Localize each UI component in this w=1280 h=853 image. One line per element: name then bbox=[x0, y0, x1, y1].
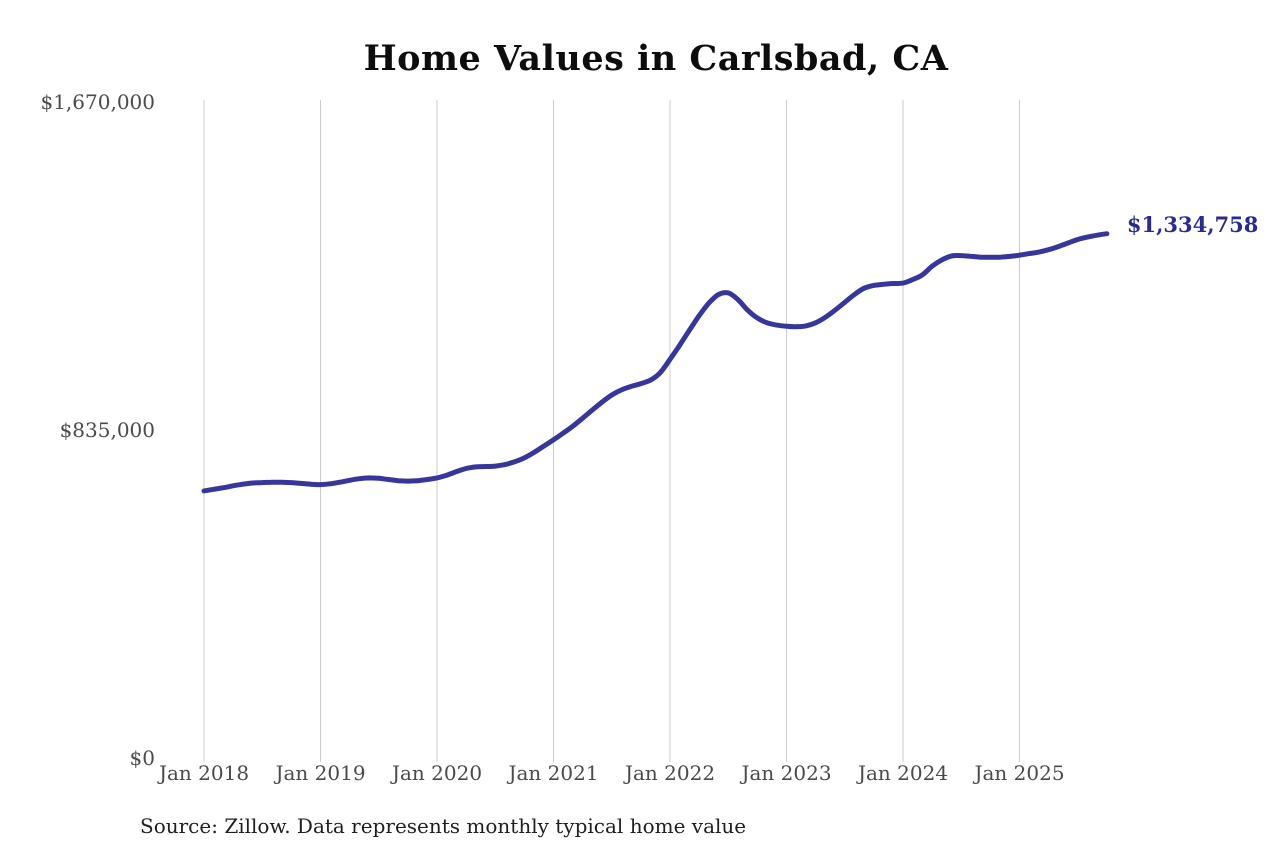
x-axis-tick-label: Jan 2020 bbox=[391, 761, 483, 785]
chart-title: Home Values in Carlsbad, CA bbox=[363, 38, 949, 79]
latest-value-label: $1,334,758 bbox=[1126, 211, 1259, 237]
y-axis-tick-label: $835,000 bbox=[59, 418, 155, 442]
y-axis-tick-label: $1,670,000 bbox=[40, 90, 155, 114]
y-axis-tick-label: $0 bbox=[129, 746, 155, 770]
x-axis-tick-label: Jan 2023 bbox=[741, 761, 832, 785]
x-axis-tick-label: Jan 2024 bbox=[857, 761, 949, 785]
source-note: Source: Zillow. Data represents monthly … bbox=[140, 814, 747, 838]
home-value-line bbox=[201, 231, 1110, 494]
x-axis-tick-label: Jan 2022 bbox=[624, 761, 716, 785]
x-axis-tick-label: Jan 2021 bbox=[508, 761, 599, 785]
x-axis-tick-label: Jan 2018 bbox=[158, 761, 250, 785]
x-axis-tick-label: Jan 2019 bbox=[275, 761, 366, 785]
x-axis-tick-label: Jan 2025 bbox=[974, 761, 1065, 785]
